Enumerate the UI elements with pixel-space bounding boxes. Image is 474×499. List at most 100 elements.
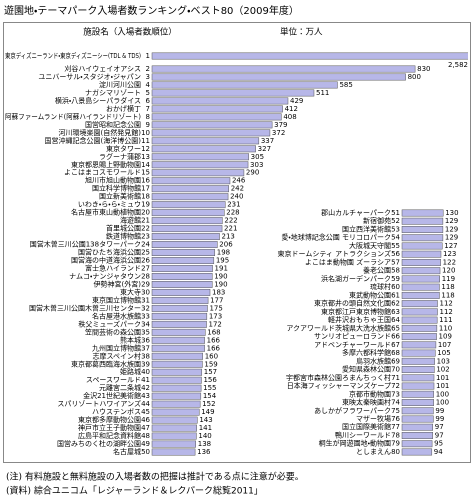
category-label: 浜名湖ガーデンパーク — [321, 274, 391, 283]
rank-label: 52 — [391, 217, 400, 225]
bar — [151, 52, 468, 60]
bar — [401, 316, 438, 324]
category-label: 東京都葛西臨海水族園 — [71, 359, 141, 368]
value-label: 102 — [436, 366, 449, 374]
category-label: 東京都井の頭自然文化園 — [314, 299, 391, 308]
value-label: 305 — [251, 153, 264, 161]
bar — [401, 308, 438, 316]
category-label: 国営みちのく杜の湖畔公園 — [57, 439, 141, 448]
bar — [151, 89, 315, 97]
value-label: 107 — [438, 341, 451, 349]
bar — [151, 288, 211, 296]
category-label: 志摩スペイン村 — [92, 351, 141, 360]
rank-label: 50 — [141, 448, 150, 456]
value-label: 97 — [435, 423, 444, 431]
value-label: 123 — [443, 250, 456, 258]
note: (注) 有料施設と無料施設の入場者数の把握は推計である点に注意が必要。 — [6, 471, 304, 483]
rank-label: 20 — [141, 209, 150, 217]
bar — [151, 121, 273, 129]
value-label: 120 — [442, 267, 455, 275]
category-label: ラグーナ蒲郡 — [99, 152, 141, 161]
category-label: 名古屋城 — [113, 447, 141, 456]
value-label: 206 — [219, 241, 233, 249]
rank-label: 36 — [141, 336, 150, 344]
value-label: 183 — [212, 288, 225, 296]
category-label: 熊本城 — [120, 335, 141, 344]
value-label: 141 — [199, 424, 212, 432]
bar — [401, 440, 433, 448]
bar — [151, 241, 218, 249]
bar — [401, 382, 435, 390]
bar — [151, 360, 203, 368]
value-label: 112 — [440, 300, 453, 308]
category-label: 河川環境楽園(自然発見館) — [59, 128, 142, 137]
rank-label: 60 — [391, 283, 400, 291]
value-label: 412 — [285, 105, 298, 113]
rank-label: 71 — [391, 374, 400, 382]
rank-label: 34 — [141, 320, 150, 328]
bar — [401, 399, 434, 406]
value-label: 303 — [250, 161, 263, 169]
value-label: 119 — [442, 275, 455, 283]
bar — [401, 423, 433, 431]
category-label: 東映太秦映画村 — [342, 398, 391, 407]
value-label: 118 — [441, 283, 454, 291]
rank-label: 24 — [141, 241, 150, 249]
bar — [151, 368, 203, 376]
category-label: スペースワールド — [86, 376, 141, 384]
value-label: 138 — [198, 440, 211, 448]
bar — [401, 217, 444, 225]
category-label: おかげ横丁 — [106, 104, 141, 113]
value-label: 242 — [231, 185, 244, 193]
category-label: 京都市動物園 — [349, 389, 391, 398]
rank-label: 32 — [141, 304, 150, 312]
value-label: 166 — [207, 336, 221, 344]
bar — [151, 296, 209, 304]
category-label: ユニバーサル・スタジオ・ジャパン — [38, 72, 141, 81]
rank-label: 65 — [391, 324, 400, 332]
category-label: 元離宮二条城 — [99, 383, 141, 392]
value-label: 231 — [227, 201, 240, 209]
category-label: アドベンチャーワールド — [314, 341, 391, 349]
rank-label: 68 — [391, 349, 400, 357]
category-label: 海遊館 — [120, 216, 141, 225]
category-label: 旭川市旭山動物園 — [85, 176, 141, 185]
rank-label: 61 — [391, 291, 400, 299]
bar — [151, 312, 208, 320]
bar — [151, 233, 220, 241]
category-label: アクアワールド茨城県大洗水族館 — [286, 323, 391, 332]
category-label: 刈谷ハイウェイオアシス — [64, 64, 141, 73]
category-label: 神戸市立王子動物園 — [78, 423, 141, 432]
bar — [401, 234, 444, 242]
value-label: 198 — [217, 249, 230, 257]
category-label: 大阪城天守閣 — [349, 241, 391, 250]
bar — [151, 440, 196, 448]
bar — [401, 324, 438, 332]
value-label: 168 — [207, 328, 220, 336]
category-label: 国立科学博物館 — [92, 184, 141, 193]
value-label: 95 — [434, 440, 443, 448]
rank-label: 70 — [391, 366, 400, 374]
category-label: 愛知県森林公園 — [342, 365, 391, 374]
value-label: 155 — [203, 384, 216, 392]
rank-label: 63 — [391, 308, 400, 316]
value-label: 228 — [226, 209, 239, 217]
value-label: 379 — [274, 121, 287, 129]
rank-label: 27 — [141, 265, 150, 273]
category-label: 広島平和記念資料館 — [78, 431, 141, 440]
value-label: 585 — [339, 81, 352, 89]
bar — [401, 250, 442, 258]
category-label: 東京タワー — [106, 144, 141, 153]
rank-label: 59 — [391, 275, 400, 283]
rank-label: 3 — [146, 73, 150, 81]
note: (資料) 綜合ユニコム「レジャーランド＆レクパーク総覧2011」 — [6, 485, 263, 497]
category-label: ナガシマリゾート — [85, 88, 141, 97]
rank-label: 18 — [141, 193, 150, 201]
value-label: 2,582 — [448, 61, 468, 69]
rank-label: 42 — [141, 384, 150, 392]
bar — [151, 352, 203, 360]
rank-label: 25 — [141, 249, 150, 257]
value-label: 213 — [222, 233, 235, 241]
bar — [401, 242, 443, 250]
